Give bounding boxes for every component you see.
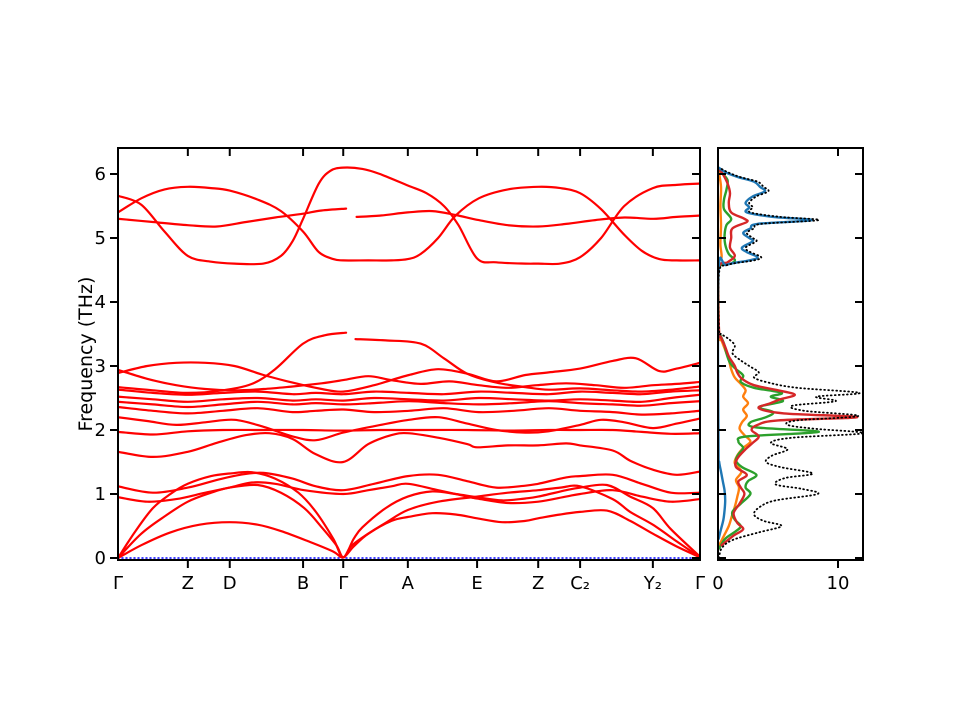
- band-curve: [119, 415, 699, 442]
- dos-panel-content: [719, 166, 862, 559]
- band-curve: [119, 406, 699, 416]
- y-tick-label: 3: [95, 356, 106, 377]
- y-tick-label: 4: [95, 292, 106, 313]
- x-tick-label: Γ: [113, 573, 123, 594]
- band-curve: [119, 431, 699, 476]
- x-tick-label: Z: [182, 573, 194, 594]
- band-curve: [119, 400, 699, 409]
- band-curve: [119, 470, 699, 559]
- band-panel-spine: [117, 147, 701, 561]
- y-axis-label: Frequency (THz): [75, 276, 97, 432]
- x-tick-label: A: [402, 573, 415, 594]
- x-tick-label: D: [223, 573, 237, 594]
- dos-curve-pdos-blue: [719, 166, 813, 540]
- y-tick-label: 1: [95, 484, 106, 505]
- dos-x-tick-label: 10: [827, 573, 850, 594]
- x-tick-label: E: [471, 573, 482, 594]
- x-tick-label: B: [297, 573, 309, 594]
- band-curve: [119, 207, 348, 228]
- y-tick-label: 6: [95, 164, 106, 185]
- band-curve: [119, 388, 699, 396]
- band-curve: [119, 331, 348, 395]
- x-tick-label: C₂: [570, 573, 590, 594]
- x-tick-label: Γ: [695, 573, 705, 594]
- band-curve: [119, 356, 699, 393]
- dos-curve-total-dos: [719, 166, 862, 559]
- y-tick-label: 2: [95, 420, 106, 441]
- band-curve: [119, 471, 699, 495]
- band-curve: [119, 368, 699, 392]
- band-curve: [119, 166, 699, 266]
- band-curve: [119, 185, 699, 262]
- x-tick-label: Γ: [338, 573, 348, 594]
- band-panel-content: [119, 166, 699, 559]
- band-curve: [119, 393, 699, 404]
- band-curve: [355, 209, 699, 228]
- dos-panel-spine: [717, 147, 864, 561]
- band-curve: [119, 508, 699, 559]
- dos-x-tick-label: 0: [712, 573, 723, 594]
- y-tick-label: 0: [95, 548, 106, 569]
- y-tick-label: 5: [95, 228, 106, 249]
- x-tick-label: Z: [532, 573, 544, 594]
- dos-curve-pdos-green: [719, 167, 821, 550]
- band-curve: [119, 481, 699, 505]
- dos-curve-pdos-red: [719, 167, 859, 547]
- band-curve: [119, 428, 699, 436]
- x-tick-label: Y₂: [643, 573, 662, 594]
